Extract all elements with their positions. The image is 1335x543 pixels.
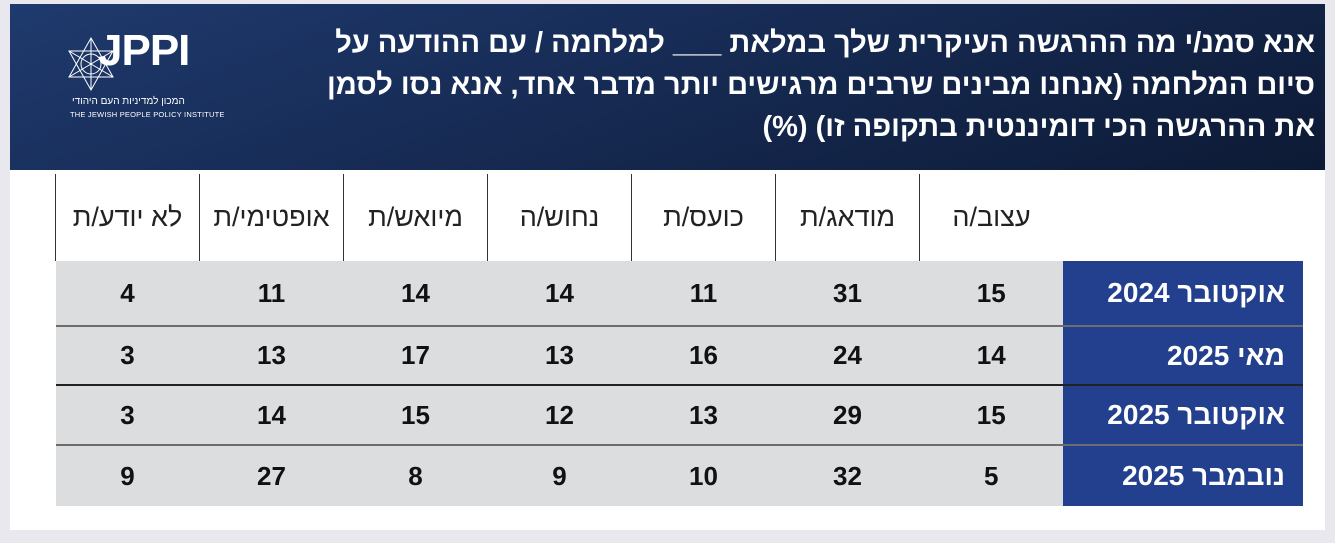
column-header: עצוב/ה [919,174,1063,261]
table-cell: 13 [631,385,776,446]
table-row: אוקטובר 2025 15 29 13 12 15 14 3 [55,385,1303,446]
column-header: אופטימי/ת [199,174,344,261]
row-label: אוקטובר 2024 [1063,261,1303,327]
table-cell: 9 [55,445,200,506]
table-cell: 14 [919,326,1063,386]
table-cell: 13 [199,326,344,386]
table-header-row: עצוב/ה מודאג/ת כועס/ת נחוש/ה מיואש/ת אופ… [55,174,1303,261]
header-banner: JPPI המכון למדיניות העם היהודי THE JEWIS… [10,4,1325,170]
table-cell: 9 [487,445,632,506]
table-cell: 16 [631,326,776,386]
table-row: מאי 2025 14 24 16 13 17 13 3 [55,326,1303,386]
table-cell: 29 [775,385,920,446]
logo-english-text: THE JEWISH PEOPLE POLICY INSTITUTE [70,110,225,119]
column-header: לא יודע/ת [55,174,200,261]
corner-cell [1063,174,1303,261]
table-cell: 13 [487,326,632,386]
table-cell: 14 [199,385,344,446]
table-cell: 31 [775,261,920,327]
table-cell: 17 [343,326,488,386]
page-title: אנא סמנ/י מה ההרגשה העיקרית שלך במלאת __… [327,27,1315,143]
column-header: כועס/ת [631,174,776,261]
table-cell: 3 [55,326,200,386]
logo-hebrew-text: המכון למדיניות העם היהודי [72,96,185,107]
table-cell: 27 [199,445,344,506]
table-cell: 5 [919,445,1063,506]
table-cell: 8 [343,445,488,506]
table-cell: 15 [343,385,488,446]
table-row: נובמבר 2025 5 32 10 9 8 27 9 [55,445,1303,506]
table-cell: 10 [631,445,776,506]
data-table: עצוב/ה מודאג/ת כועס/ת נחוש/ה מיואש/ת אופ… [55,174,1303,506]
table-cell: 15 [919,385,1063,446]
table-cell: 3 [55,385,200,446]
column-header: מודאג/ת [775,174,920,261]
jppi-logo: JPPI המכון למדיניות העם היהודי THE JEWIS… [38,22,224,119]
table-cell: 15 [919,261,1063,327]
table-cell: 4 [55,261,200,327]
table-cell: 11 [199,261,344,327]
row-label: מאי 2025 [1063,326,1303,386]
table-cell: 14 [487,261,632,327]
table-cell: 14 [343,261,488,327]
column-header: נחוש/ה [487,174,632,261]
star-of-david-icon [68,36,114,92]
row-label: אוקטובר 2025 [1063,385,1303,446]
row-label: נובמבר 2025 [1063,445,1303,506]
table-cell: 12 [487,385,632,446]
logo-wordmark: JPPI [98,26,190,75]
table-cell: 32 [775,445,920,506]
table-cell: 24 [775,326,920,386]
column-header: מיואש/ת [343,174,488,261]
table-row: אוקטובר 2024 15 31 11 14 14 11 4 [55,261,1303,327]
table-cell: 11 [631,261,776,327]
